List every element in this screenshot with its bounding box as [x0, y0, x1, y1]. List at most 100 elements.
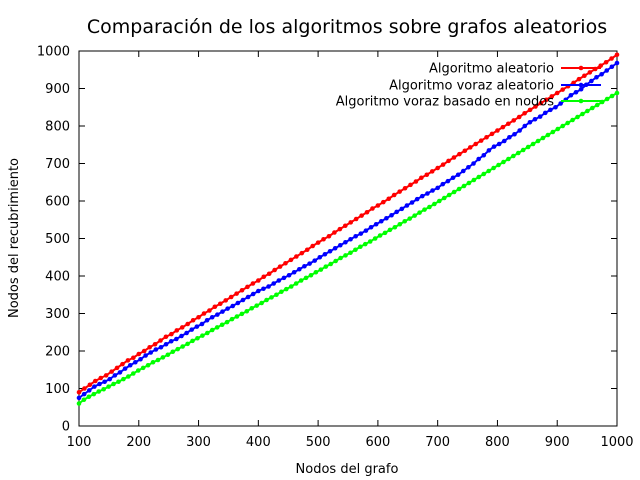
data-point: [397, 189, 402, 194]
data-point: [250, 291, 256, 297]
y-tick-label: 700: [45, 157, 70, 172]
data-point: [288, 257, 294, 263]
data-point: [245, 284, 250, 290]
data-point: [152, 341, 158, 347]
data-point: [323, 264, 329, 269]
data-point: [375, 203, 381, 208]
data-point: [399, 206, 405, 212]
data-point: [362, 241, 368, 247]
y-tick-labels: 0 100 200 300 400 500 600 700 800 900 1000: [37, 45, 70, 435]
data-point: [294, 254, 299, 259]
data-point: [384, 215, 389, 221]
data-point: [348, 220, 354, 225]
data-point: [321, 236, 326, 242]
data-point: [219, 322, 225, 328]
data-point: [250, 281, 256, 286]
x-tick-label: 600: [365, 435, 390, 450]
data-point: [102, 379, 107, 385]
data-point: [554, 90, 560, 96]
data-point: [190, 317, 196, 323]
data-point: [417, 210, 422, 215]
legend-label: Algoritmo aleatorio: [429, 62, 554, 77]
data-point: [486, 148, 492, 153]
data-point: [224, 319, 230, 325]
data-point: [185, 321, 190, 327]
data-point: [343, 239, 348, 245]
data-point: [466, 164, 471, 170]
data-point: [76, 389, 82, 395]
data-point: [530, 141, 536, 147]
data-point: [614, 60, 620, 66]
data-point: [540, 135, 546, 141]
data-point: [125, 358, 131, 363]
data-point: [122, 366, 128, 371]
data-point: [614, 52, 620, 58]
data-point: [196, 314, 201, 320]
series-3: [76, 90, 620, 406]
y-tick-label: 300: [45, 307, 70, 322]
data-point: [220, 309, 225, 314]
data-point: [112, 373, 118, 378]
data-point: [461, 183, 467, 189]
data-point: [476, 174, 482, 180]
data-point: [107, 376, 113, 382]
data-point: [496, 141, 502, 147]
data-point: [460, 168, 466, 174]
data-point: [520, 147, 526, 153]
data-point: [97, 381, 102, 387]
data-point: [603, 59, 609, 65]
data-point: [589, 78, 594, 84]
data-point: [174, 328, 180, 333]
data-point: [457, 151, 462, 157]
data-point: [240, 297, 246, 303]
x-axis-label: Nodos del grafo: [296, 462, 399, 477]
data-point: [377, 233, 383, 238]
data-point: [522, 123, 528, 129]
data-point: [261, 274, 267, 280]
data-point: [261, 286, 266, 292]
y-tick-label: 800: [45, 120, 70, 135]
data-point: [558, 101, 563, 106]
data-point: [332, 245, 338, 251]
data-point: [451, 155, 457, 160]
data-point: [143, 353, 148, 358]
data-point: [570, 117, 575, 123]
data-point: [245, 294, 251, 300]
data-point: [609, 64, 615, 70]
data-point: [283, 260, 288, 266]
data-point: [82, 386, 87, 391]
data-point: [440, 181, 446, 187]
data-point: [496, 162, 501, 168]
data-point: [223, 298, 229, 303]
data-point: [318, 267, 324, 272]
data-point: [272, 267, 277, 273]
data-point: [269, 295, 274, 300]
data-point: [435, 185, 440, 191]
data-point: [225, 306, 230, 311]
data-point: [98, 375, 104, 381]
data-point: [117, 370, 123, 375]
data-point: [429, 169, 435, 174]
data-point: [136, 351, 142, 357]
data-point: [560, 123, 566, 129]
data-point: [538, 100, 544, 106]
data-point: [440, 162, 446, 167]
data-point: [553, 104, 558, 110]
data-point: [160, 355, 166, 360]
data-point: [304, 247, 310, 253]
data-point: [141, 348, 147, 354]
data-point: [264, 297, 269, 303]
data-point: [481, 171, 487, 177]
data-point: [249, 305, 255, 311]
data-point: [545, 132, 551, 138]
data-point: [348, 250, 353, 256]
data-point: [212, 304, 218, 310]
data-point: [476, 156, 481, 162]
data-point: [163, 341, 169, 347]
data-point: [333, 258, 338, 264]
x-tick-label: 400: [246, 435, 271, 450]
data-point: [594, 102, 600, 108]
data-point: [165, 352, 171, 358]
data-point: [205, 330, 210, 336]
